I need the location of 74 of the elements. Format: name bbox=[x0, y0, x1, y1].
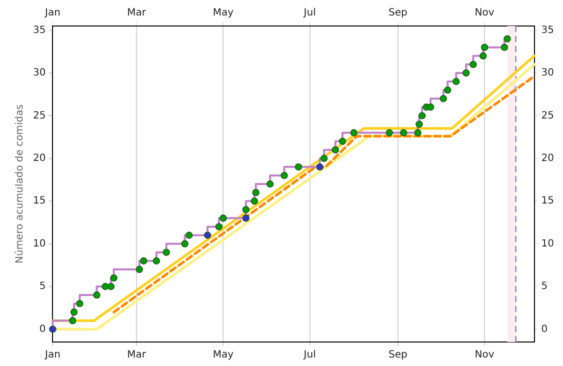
x-tick-label: Sep bbox=[388, 8, 408, 19]
point bbox=[250, 197, 258, 205]
point bbox=[470, 60, 477, 68]
point bbox=[280, 172, 288, 180]
point bbox=[70, 308, 78, 316]
point bbox=[462, 69, 470, 77]
point bbox=[444, 86, 452, 94]
point bbox=[76, 300, 84, 308]
line-series bbox=[112, 76, 534, 314]
point bbox=[252, 188, 260, 196]
y-tick-label: 0 bbox=[39, 324, 46, 335]
point bbox=[49, 326, 56, 333]
x2-tick-label: Nov bbox=[474, 350, 494, 361]
point bbox=[140, 257, 148, 264]
point bbox=[294, 163, 302, 171]
point bbox=[452, 78, 460, 86]
y-tick-label: 15 bbox=[32, 196, 46, 207]
point bbox=[242, 214, 250, 222]
y-tick-label: 5 bbox=[39, 281, 46, 292]
point bbox=[500, 44, 508, 51]
point bbox=[480, 44, 488, 51]
point bbox=[504, 35, 511, 42]
x-tick-label: Mar bbox=[127, 8, 147, 19]
point bbox=[69, 317, 76, 324]
y2-tick-label: 15 bbox=[541, 196, 554, 207]
point bbox=[162, 248, 170, 256]
x2-tick-label: Mar bbox=[127, 350, 147, 361]
point bbox=[181, 240, 188, 248]
y2-tick-label: 35 bbox=[541, 24, 554, 36]
point bbox=[102, 282, 109, 290]
y2-tick-label: 30 bbox=[541, 68, 554, 79]
point bbox=[332, 146, 340, 154]
point bbox=[418, 112, 426, 120]
y2-tick-label: 20 bbox=[541, 152, 554, 164]
point bbox=[350, 129, 358, 136]
y2-tick-label: 25 bbox=[541, 110, 554, 122]
x-tick-label: Nov bbox=[474, 8, 494, 19]
point bbox=[414, 129, 422, 136]
point bbox=[215, 223, 223, 230]
y-tick-label: 20 bbox=[32, 152, 46, 164]
point bbox=[204, 232, 212, 239]
x2-tick-label: May bbox=[212, 350, 234, 361]
y-tick-label: 25 bbox=[32, 110, 46, 122]
point bbox=[107, 282, 115, 290]
point bbox=[242, 206, 250, 214]
point bbox=[266, 180, 274, 188]
x2-tick-label: Jan bbox=[44, 350, 60, 361]
point bbox=[386, 129, 393, 136]
y2-tick-label: 5 bbox=[541, 281, 548, 292]
y-axis-title: Número acumulado de comidas bbox=[14, 104, 26, 264]
x-tick-label: Jan bbox=[44, 8, 60, 19]
point bbox=[316, 163, 324, 171]
y2-tick-label: 10 bbox=[541, 238, 554, 250]
y-tick-label: 10 bbox=[32, 238, 46, 250]
point bbox=[152, 257, 160, 264]
point bbox=[416, 120, 423, 128]
x2-tick-label: Jul bbox=[302, 350, 316, 361]
point bbox=[220, 214, 227, 222]
x-tick-label: Jul bbox=[302, 8, 316, 19]
point bbox=[110, 274, 118, 282]
point bbox=[400, 129, 408, 136]
x2-tick-label: Sep bbox=[388, 350, 408, 361]
point bbox=[93, 291, 100, 299]
point bbox=[320, 154, 328, 162]
y-tick-label: 35 bbox=[32, 24, 46, 36]
point bbox=[185, 232, 193, 239]
point bbox=[338, 138, 346, 145]
y2-tick-label: 0 bbox=[541, 324, 548, 335]
y-tick-label: 30 bbox=[32, 68, 46, 79]
point bbox=[136, 266, 143, 274]
x-tick-label: May bbox=[212, 8, 234, 19]
point bbox=[426, 104, 434, 111]
point bbox=[440, 94, 447, 102]
point bbox=[480, 52, 487, 60]
